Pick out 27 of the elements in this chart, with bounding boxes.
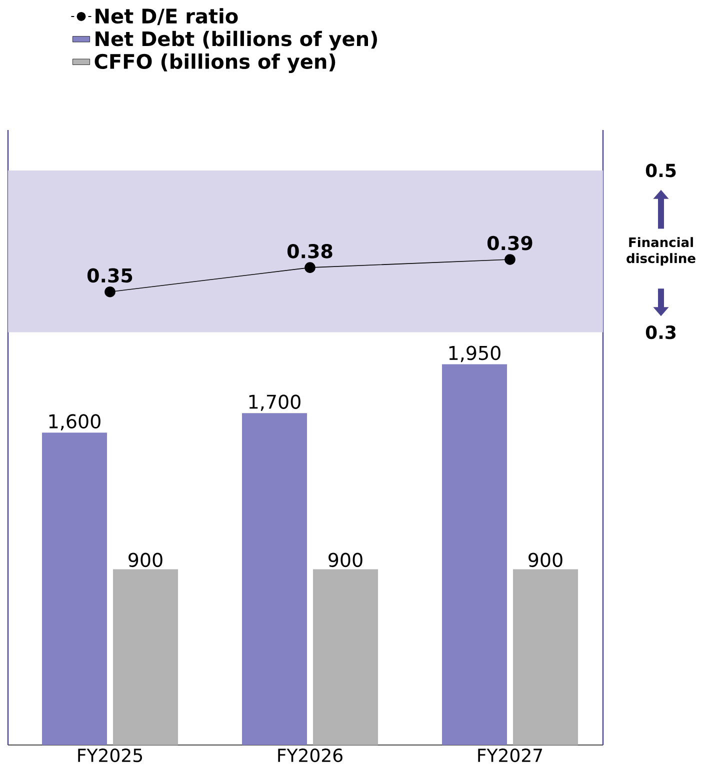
data-label: 900 — [328, 552, 362, 568]
bar — [42, 432, 107, 745]
bar — [313, 569, 378, 745]
data-label: 900 — [128, 552, 162, 568]
data-label: 0.39 — [487, 236, 532, 250]
bar — [113, 569, 178, 745]
legend-label: Net D/E ratio — [96, 8, 238, 26]
point — [504, 254, 516, 265]
data-label: 1,600 — [49, 414, 100, 430]
bar — [513, 569, 578, 745]
data-label: 1,950 — [449, 346, 500, 362]
legend-label: CFFO (billions of yen) — [94, 54, 336, 74]
x-tick-label: FY2026 — [278, 748, 342, 762]
legend-label: Net Debt (billions of yen) — [96, 30, 377, 50]
data-label: 0.38 — [287, 244, 332, 258]
point — [304, 262, 316, 273]
x-tick-label: FY2025 — [78, 748, 142, 762]
x-tick-label: FY2027 — [478, 748, 542, 762]
bar — [242, 413, 307, 745]
data-label: 900 — [528, 552, 562, 568]
point — [104, 286, 116, 298]
bar — [442, 364, 507, 745]
y2-tick-label: 0.3 — [646, 325, 676, 340]
y2-tick-label: 0.5 — [646, 164, 676, 178]
data-label: 0.35 — [87, 268, 132, 283]
data-label: 1,700 — [249, 394, 300, 411]
band-label: Financial discipline — [626, 237, 696, 266]
